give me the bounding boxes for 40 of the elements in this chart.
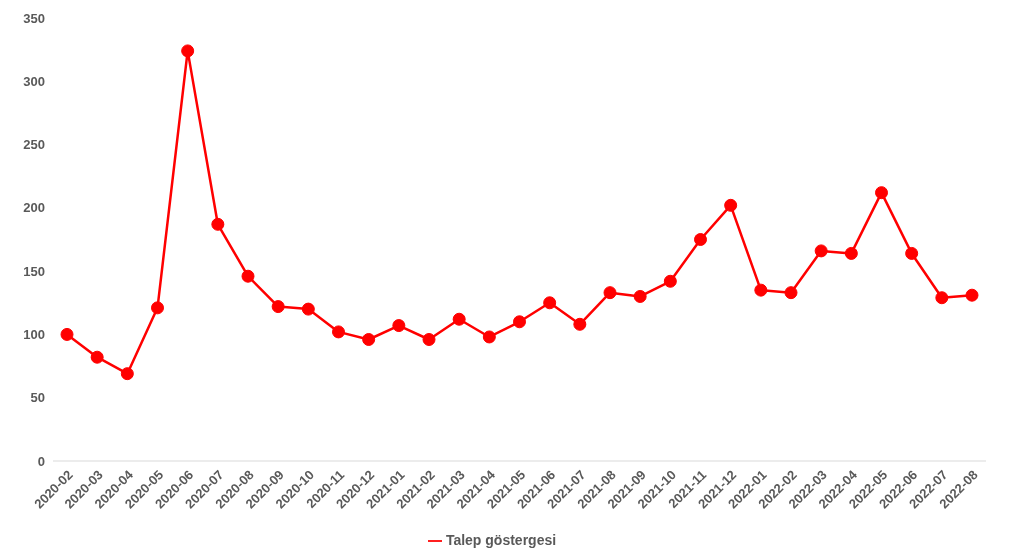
- point: [120, 367, 134, 381]
- y-tick-label: 50: [30, 390, 45, 406]
- point: [211, 217, 225, 231]
- point: [603, 286, 617, 300]
- point: [814, 244, 828, 258]
- y-tick-label: 350: [23, 10, 45, 26]
- y-tick-label: 250: [23, 137, 45, 153]
- point: [513, 315, 526, 329]
- point: [633, 289, 647, 303]
- point: [151, 301, 164, 315]
- point: [543, 296, 557, 310]
- point: [573, 317, 587, 331]
- point: [663, 274, 677, 288]
- point: [965, 288, 979, 302]
- y-tick-label: 150: [23, 263, 45, 279]
- point: [905, 246, 919, 260]
- point: [241, 269, 255, 283]
- point: [422, 332, 436, 346]
- point: [875, 186, 888, 200]
- point: [90, 350, 104, 364]
- y-tick-label: 300: [23, 73, 45, 89]
- point: [301, 302, 315, 316]
- y-tick-label: 200: [23, 200, 45, 216]
- point: [724, 198, 738, 212]
- point: [332, 325, 345, 339]
- point: [784, 286, 798, 300]
- point: [60, 327, 74, 341]
- point: [754, 283, 768, 297]
- y-tick-label: 100: [23, 327, 45, 343]
- point: [452, 312, 466, 326]
- y-tick-label: 0: [37, 453, 45, 469]
- point: [844, 246, 858, 260]
- point: [362, 332, 376, 346]
- legend-label: Talep göstergesi: [445, 532, 557, 548]
- point: [482, 330, 496, 344]
- point: [694, 233, 707, 246]
- point: [935, 291, 949, 305]
- point: [392, 319, 406, 333]
- point: [181, 44, 195, 58]
- point: [271, 300, 285, 314]
